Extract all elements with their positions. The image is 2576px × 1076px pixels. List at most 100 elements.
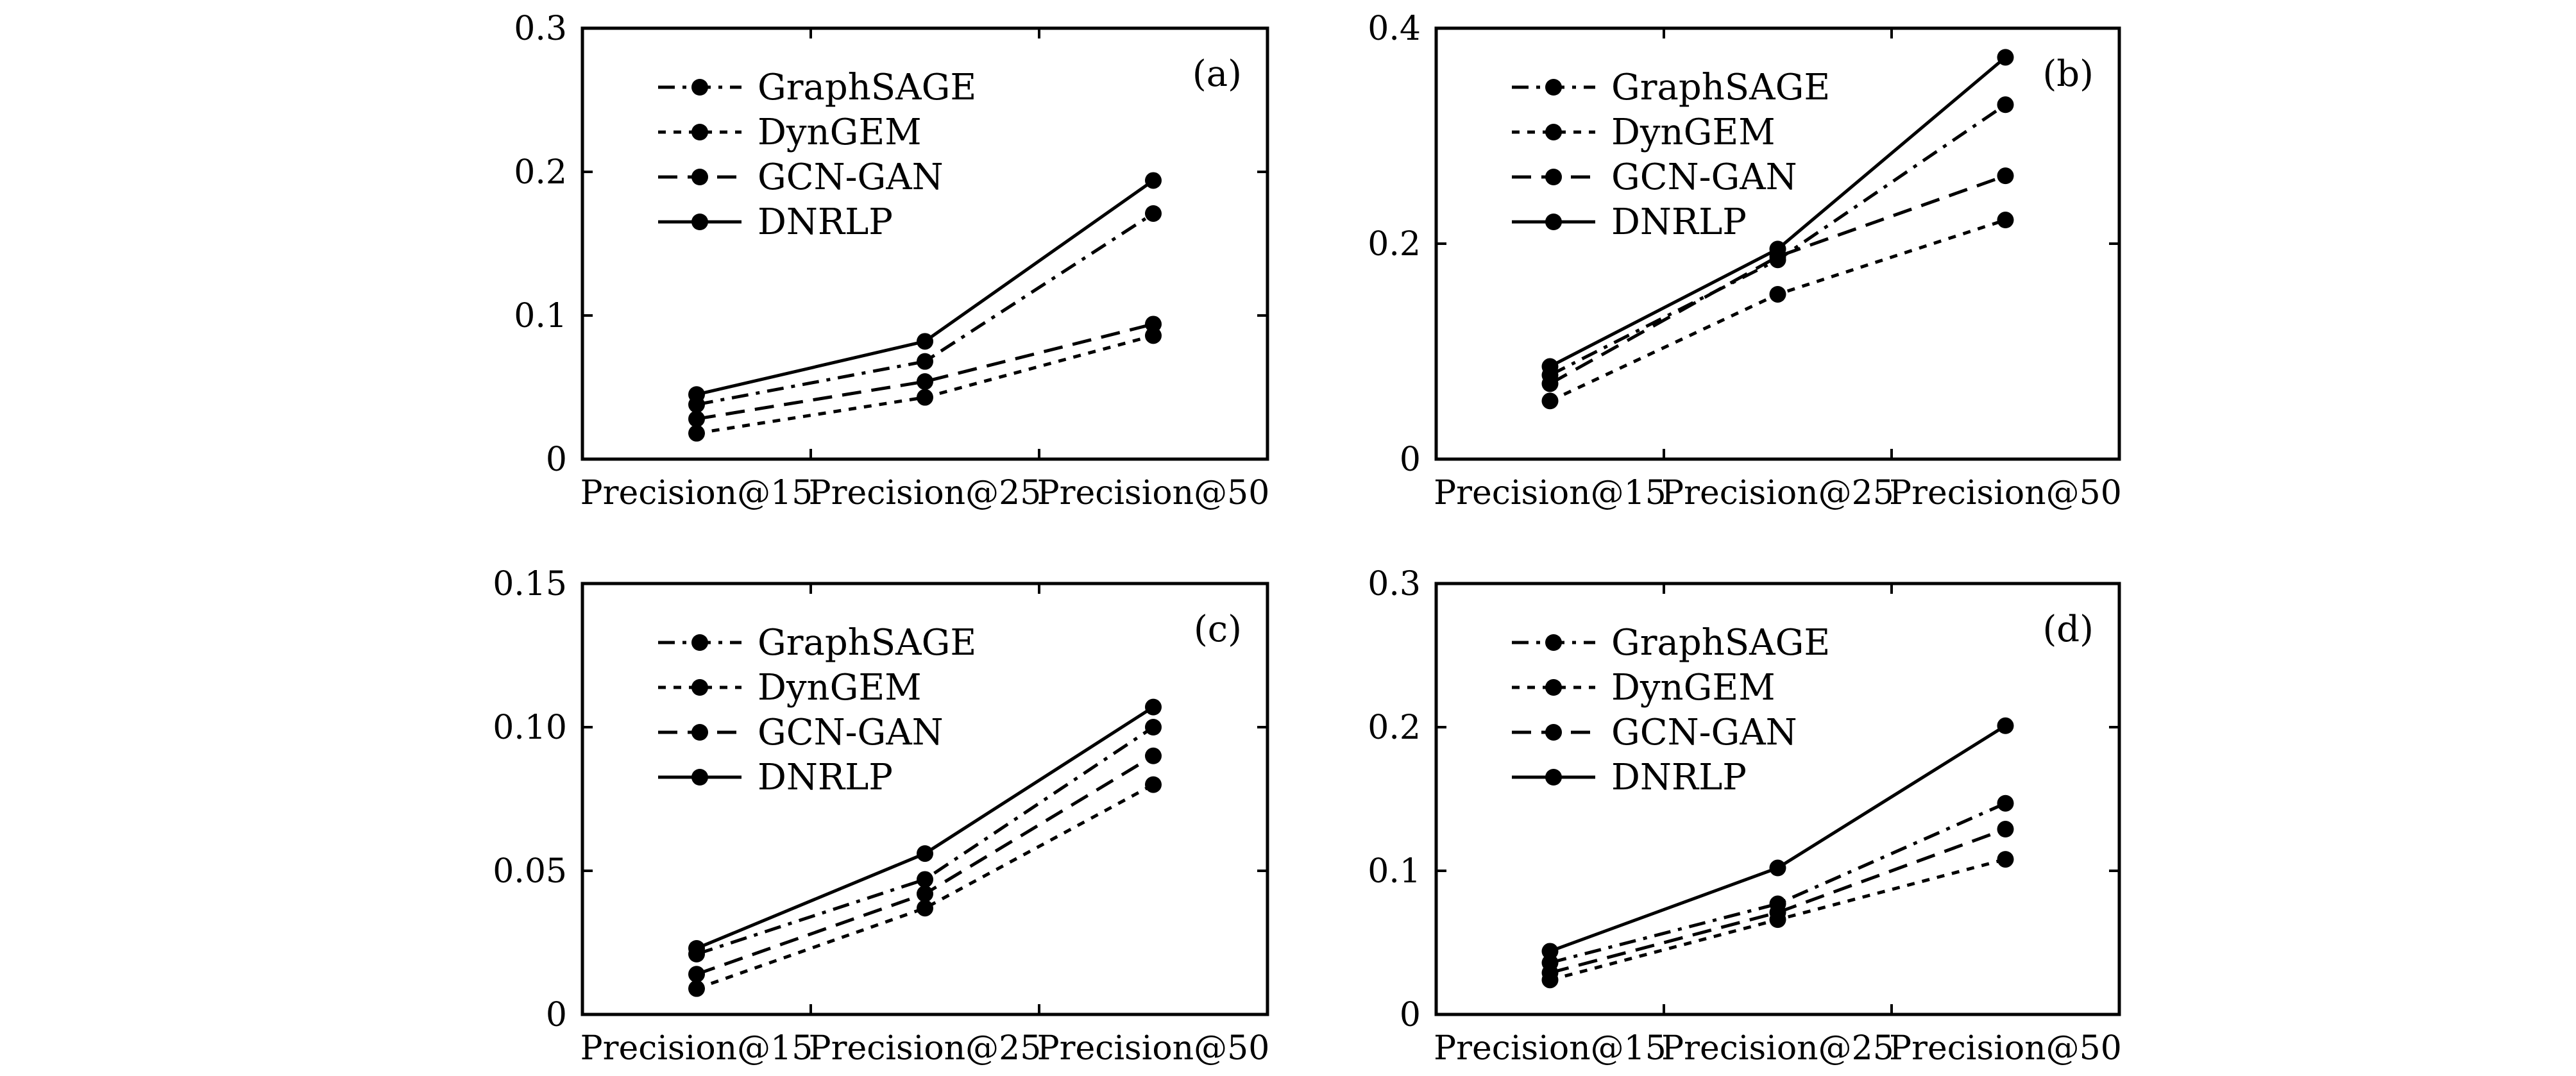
x-tick-label: Precision@25 xyxy=(1661,1029,1894,1068)
y-tick-label: 0.2 xyxy=(1368,225,1421,264)
data-point-dyngem xyxy=(917,900,933,917)
x-tick-label: Precision@15 xyxy=(1434,474,1666,512)
data-point-dyngem xyxy=(1997,851,2014,868)
legend-marker-dyngem xyxy=(691,124,708,140)
data-point-dyngem xyxy=(1541,392,1559,410)
x-tick-label: Precision@50 xyxy=(1037,1029,1270,1068)
y-tick-label: 0.3 xyxy=(1368,565,1421,603)
data-point-dnrlp xyxy=(1541,943,1559,960)
series-line-graphsage xyxy=(696,212,1155,407)
data-point-gcn-gan xyxy=(1541,964,1559,982)
data-point-dyngem xyxy=(688,980,705,997)
x-tick-label: Precision@50 xyxy=(1889,1029,2122,1068)
data-point-graphsage xyxy=(1997,96,2014,113)
data-point-dnrlp xyxy=(1997,717,2014,734)
legend-label-graphsage: GraphSAGE xyxy=(758,67,976,108)
data-point-graphsage xyxy=(1145,719,1162,736)
data-point-dnrlp xyxy=(1145,698,1162,716)
data-point-dyngem xyxy=(688,425,705,442)
x-tick-label: Precision@50 xyxy=(1037,474,1270,512)
y-tick-label: 0.1 xyxy=(1368,852,1421,891)
data-point-dnrlp xyxy=(917,845,933,862)
legend-label-graphsage: GraphSAGE xyxy=(1611,622,1830,664)
data-point-dnrlp xyxy=(688,939,705,957)
y-tick-label: 0.2 xyxy=(514,153,567,192)
x-tick-label: Precision@25 xyxy=(809,474,1042,512)
x-tick-label: Precision@15 xyxy=(580,474,813,512)
y-tick-label: 0 xyxy=(1400,996,1421,1034)
panel-d: 0 0.1 0.2 0.3 Precision@15Precision@25Precis… xyxy=(1368,565,2122,1068)
series-line-dyngem xyxy=(696,783,1155,991)
plot-frame xyxy=(1434,582,2121,1016)
y-tick-label: 0.2 xyxy=(1368,709,1421,747)
plot-frame xyxy=(580,26,1269,461)
series-line-gcn-gan xyxy=(1549,174,2006,385)
data-point-dyngem xyxy=(1145,776,1162,793)
legend-marker-graphsage xyxy=(1545,634,1562,651)
panel-label: (d) xyxy=(2042,609,2094,650)
data-point-dyngem xyxy=(1769,285,1786,303)
legend-label-graphsage: GraphSAGE xyxy=(758,622,976,664)
legend-label-dyngem: DynGEM xyxy=(1611,112,1775,153)
legend-marker-dyngem xyxy=(1545,679,1562,696)
data-point-gcn-gan xyxy=(917,373,933,391)
legend-label-dnrlp: DNRLP xyxy=(758,201,893,243)
data-point-gcn-gan xyxy=(1145,315,1162,333)
data-point-gcn-gan xyxy=(1769,904,1786,921)
data-point-dnrlp xyxy=(1769,859,1786,877)
data-point-dyngem xyxy=(1145,327,1162,344)
legend-label-gcn-gan: GCN-GAN xyxy=(758,156,944,198)
y-tick-label: 0.1 xyxy=(514,297,567,335)
panel-c: 0 0.05 0.10 0.15 Precision@15Precision@25Pre… xyxy=(493,565,1269,1068)
legend-marker-dnrlp xyxy=(1545,769,1562,786)
legend-marker-dnrlp xyxy=(691,214,708,230)
panel-a: 0 0.1 0.2 0.3 Precision@15Precision@25Precis… xyxy=(514,10,1269,512)
y-tick-label: 0 xyxy=(1400,441,1421,479)
data-point-graphsage xyxy=(917,353,933,370)
y-tick-label: 0 xyxy=(546,441,567,479)
data-point-dyngem xyxy=(917,389,933,406)
data-point-gcn-gan xyxy=(688,410,705,428)
y-tick-label: 0.3 xyxy=(514,10,567,48)
y-tick-label: 0.15 xyxy=(493,565,567,603)
data-point-dnrlp xyxy=(688,386,705,403)
legend-label-gcn-gan: GCN-GAN xyxy=(1611,712,1797,753)
data-point-gcn-gan xyxy=(917,885,933,902)
legend-marker-gcn-gan xyxy=(1545,169,1562,185)
x-tick-label: Precision@50 xyxy=(1889,474,2122,512)
data-point-dnrlp xyxy=(1145,172,1162,189)
legend-label-dnrlp: DNRLP xyxy=(758,757,893,798)
data-point-gcn-gan xyxy=(1997,821,2014,838)
y-tick-label: 0.10 xyxy=(493,709,567,747)
legend-label-dnrlp: DNRLP xyxy=(1611,201,1747,243)
legend-marker-dnrlp xyxy=(691,769,708,786)
x-tick-label: Precision@25 xyxy=(809,1029,1042,1068)
legend-marker-dyngem xyxy=(691,679,708,696)
y-tick-label: 0.4 xyxy=(1368,10,1421,48)
legend-marker-graphsage xyxy=(691,79,708,96)
data-point-dyngem xyxy=(1997,212,2014,229)
legend-label-graphsage: GraphSAGE xyxy=(1611,67,1830,108)
legend-marker-gcn-gan xyxy=(1545,724,1562,741)
y-tick-label: 0 xyxy=(546,996,567,1034)
legend-label-gcn-gan: GCN-GAN xyxy=(758,712,944,753)
panel-label: (a) xyxy=(1192,53,1242,95)
plot-frame xyxy=(580,582,1269,1016)
data-point-graphsage xyxy=(1997,794,2014,812)
legend-label-dyngem: DynGEM xyxy=(1611,667,1775,709)
data-point-gcn-gan xyxy=(1541,375,1559,392)
legend-label-dyngem: DynGEM xyxy=(758,667,922,709)
data-point-dnrlp xyxy=(1997,49,2014,66)
y-tick-label: 0.05 xyxy=(493,852,567,891)
legend-marker-gcn-gan xyxy=(691,169,708,185)
legend-marker-graphsage xyxy=(1545,79,1562,96)
data-point-graphsage xyxy=(1145,205,1162,222)
data-point-dnrlp xyxy=(917,333,933,350)
series-line-gcn-gan xyxy=(696,323,1154,421)
data-point-graphsage xyxy=(917,871,933,888)
legend-marker-dyngem xyxy=(1545,124,1562,140)
data-point-dnrlp xyxy=(1541,358,1559,375)
data-point-dnrlp xyxy=(1769,240,1786,258)
x-tick-label: Precision@15 xyxy=(580,1029,813,1068)
